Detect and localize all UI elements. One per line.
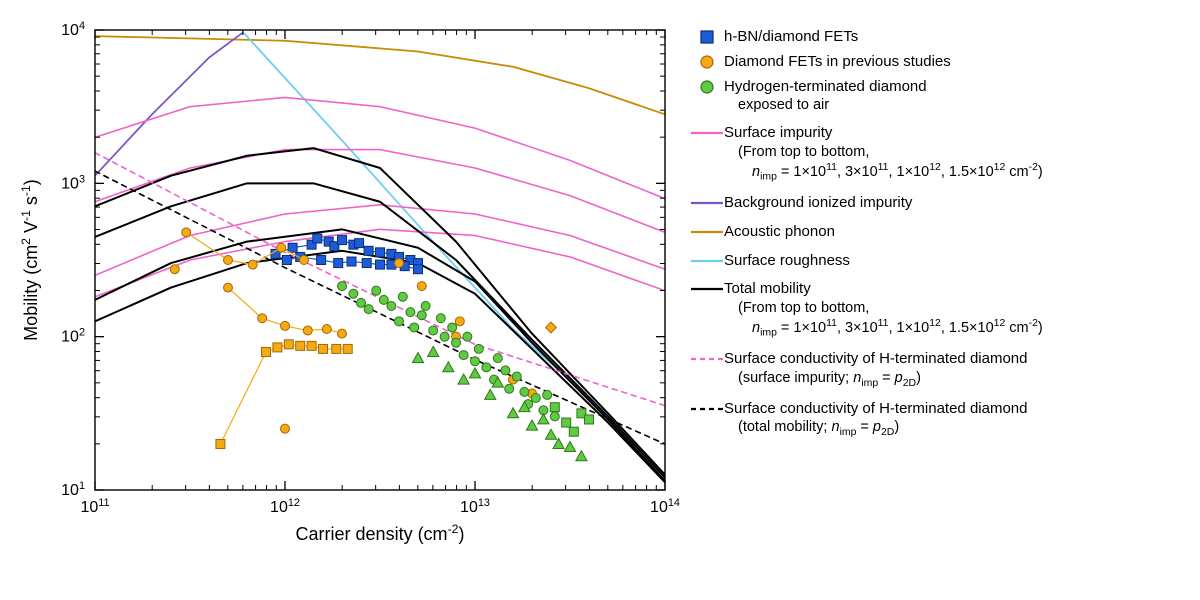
legend-item: Hydrogen-terminated diamondexposed to ai… [690,78,1190,115]
legend-item: Diamond FETs in previous studies [690,53,1190,72]
legend-swatch [690,28,724,46]
legend-label: Acoustic phonon [724,223,1190,242]
legend-label: Hydrogen-terminated diamondexposed to ai… [724,78,1190,115]
legend-swatch [690,53,724,71]
plot-area: 1011 1012 1013 1014 101 102 103 104 Carrier dens… [19,20,680,544]
legend-label: Total mobility(From top to bottom,nimp =… [724,280,1190,340]
legend-item: Surface roughness [690,252,1190,271]
svg-text:1013: 1013 [460,497,490,516]
svg-text:1014: 1014 [650,497,680,516]
legend-item: Total mobility(From top to bottom,nimp =… [690,280,1190,340]
svg-text:1011: 1011 [80,497,109,516]
svg-text:Mobility (cm2 V-1 s-1): Mobility (cm2 V-1 s-1) [19,179,41,341]
legend-label: Surface roughness [724,252,1190,271]
legend-item: Surface conductivity of H-terminated dia… [690,350,1190,390]
legend-label: Diamond FETs in previous studies [724,53,1190,72]
legend-label: Background ionized impurity [724,194,1190,213]
legend-swatch [690,280,724,298]
svg-text:103: 103 [61,173,85,192]
svg-text:Carrier density (cm-2): Carrier density (cm-2) [296,522,465,544]
legend-swatch [690,78,724,96]
legend-swatch [690,223,724,241]
legend-item: Acoustic phonon [690,223,1190,242]
svg-text:101: 101 [61,480,85,499]
legend-item: h-BN/diamond FETs [690,28,1190,47]
legend: h-BN/diamond FETs Diamond FETs in previou… [690,28,1190,445]
legend-swatch [690,124,724,142]
legend-item: Surface impurity(From top to bottom,nimp… [690,124,1190,184]
legend-swatch [690,350,724,368]
svg-text:104: 104 [61,20,85,39]
legend-item: Surface conductivity of H-terminated dia… [690,400,1190,440]
legend-swatch [690,252,724,270]
legend-label: Surface impurity(From top to bottom,nimp… [724,124,1190,184]
legend-item: Background ionized impurity [690,194,1190,213]
legend-label: Surface conductivity of H-terminated dia… [724,350,1190,390]
legend-swatch [690,194,724,212]
svg-text:1012: 1012 [270,497,300,516]
svg-text:102: 102 [61,327,85,346]
legend-swatch [690,400,724,418]
legend-label: Surface conductivity of H-terminated dia… [724,400,1190,440]
legend-label: h-BN/diamond FETs [724,28,1190,47]
